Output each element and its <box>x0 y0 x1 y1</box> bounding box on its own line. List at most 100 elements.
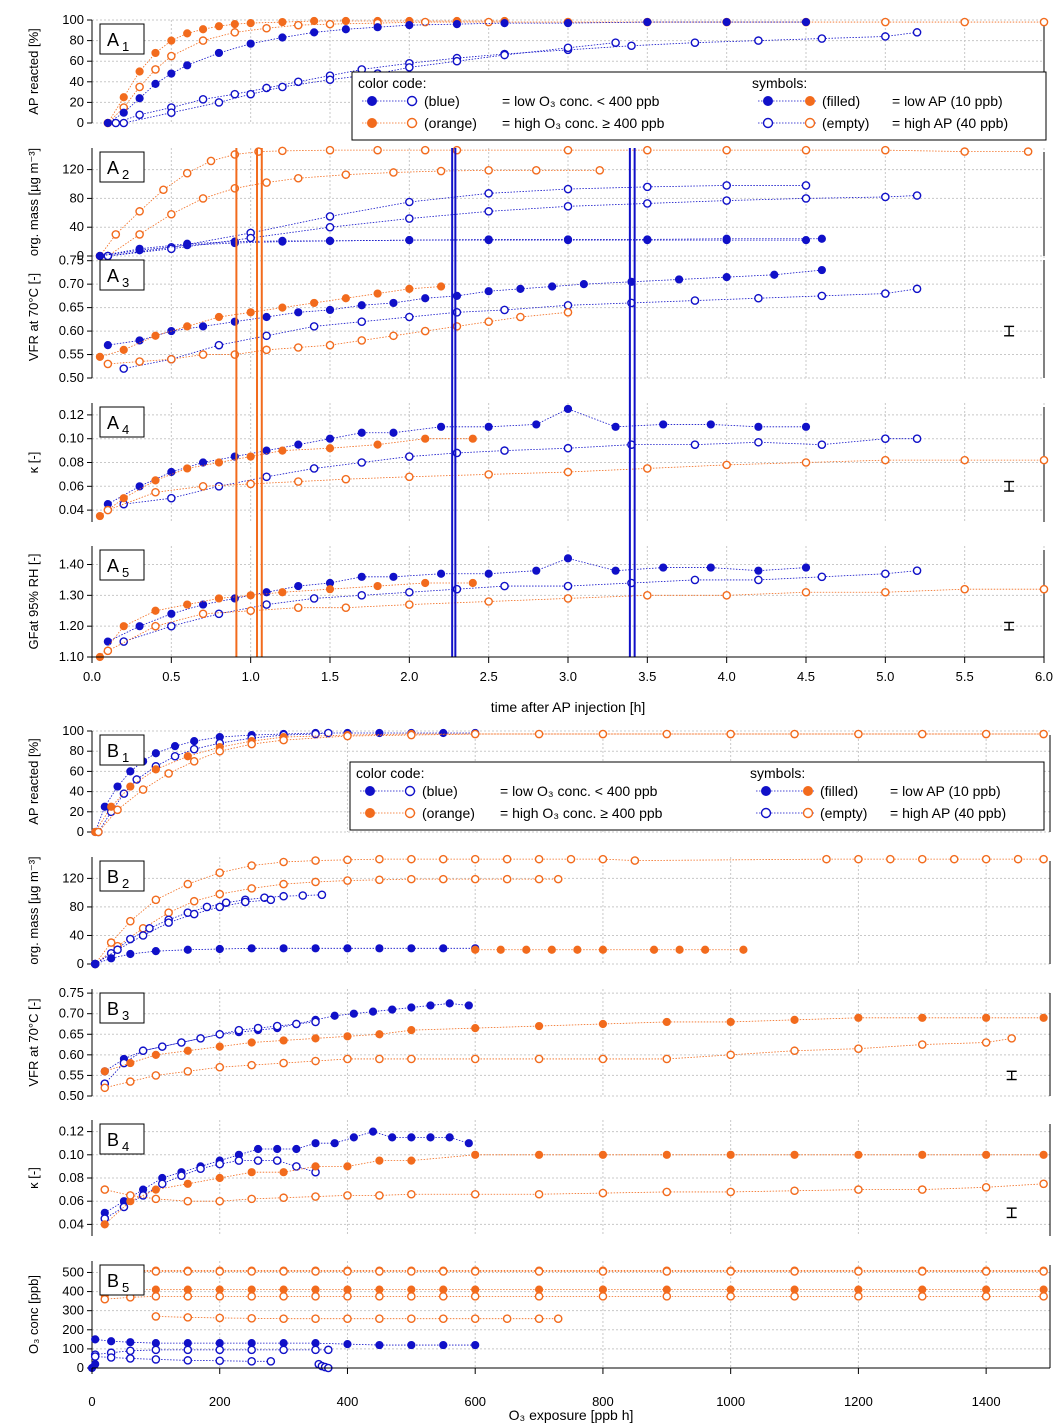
data-point <box>982 1013 991 1022</box>
data-point <box>981 1292 991 1301</box>
data-point <box>598 945 608 954</box>
panel-label-box <box>99 734 145 766</box>
data-point <box>754 36 763 45</box>
y-tick-label: 1.20 <box>59 618 84 633</box>
data-point <box>198 36 208 45</box>
data-point <box>563 145 573 155</box>
data-point <box>310 298 319 308</box>
data-point <box>484 287 493 296</box>
x-tick-label: 1.0 <box>242 669 260 684</box>
data-point <box>341 16 350 26</box>
data-point <box>311 1017 320 1027</box>
data-point <box>407 1189 416 1199</box>
data-point <box>183 1046 192 1055</box>
data-point <box>375 1030 384 1039</box>
data-point <box>553 1314 563 1324</box>
data-point <box>164 769 173 778</box>
series-line <box>104 1154 1044 1225</box>
data-point <box>278 303 287 312</box>
data-point <box>215 746 225 756</box>
data-point <box>113 782 122 791</box>
data-point <box>854 729 863 739</box>
data-point <box>438 874 448 884</box>
data-point <box>246 89 255 99</box>
data-point <box>500 581 509 591</box>
data-point <box>198 350 208 359</box>
data-point <box>881 17 890 27</box>
y-tick-label: 40 <box>70 784 84 799</box>
data-point <box>801 17 811 27</box>
data-point <box>739 945 748 954</box>
data-point <box>563 443 573 453</box>
data-point <box>1039 1013 1048 1022</box>
data-point <box>230 28 240 37</box>
x-tick-label: 1.5 <box>321 669 339 684</box>
data-point <box>167 621 176 631</box>
data-point <box>293 343 303 352</box>
data-point <box>246 308 255 317</box>
data-point <box>662 1267 672 1276</box>
data-point <box>151 1050 160 1059</box>
legend-color-desc: = high O₃ conc. ≥ 400 ppb <box>502 115 665 131</box>
data-point <box>534 1189 544 1199</box>
data-point <box>247 944 256 953</box>
y-tick-label: 80 <box>70 899 84 914</box>
data-point <box>534 729 544 739</box>
data-point <box>196 1164 205 1174</box>
data-point <box>278 237 287 246</box>
data-point <box>881 289 890 298</box>
data-point <box>563 594 573 603</box>
series-line <box>95 1349 329 1356</box>
data-point <box>230 20 239 29</box>
data-point <box>278 33 287 42</box>
data-point <box>981 1267 991 1276</box>
data-point <box>183 879 193 889</box>
data-point <box>817 234 826 243</box>
data-point <box>246 479 255 489</box>
data-point <box>981 1038 991 1047</box>
data-point <box>471 1023 480 1033</box>
data-point <box>1039 729 1048 739</box>
data-point <box>214 312 224 322</box>
data-point <box>311 1034 320 1043</box>
y-tick-label: 120 <box>62 870 84 885</box>
data-point <box>279 1168 288 1177</box>
series-line <box>104 1295 1044 1300</box>
data-point <box>311 1192 320 1201</box>
data-point <box>375 854 384 864</box>
data-point <box>107 1337 116 1346</box>
data-point <box>247 1267 256 1276</box>
data-point <box>230 89 240 99</box>
data-point <box>817 440 827 449</box>
data-point <box>183 464 192 473</box>
data-point <box>126 1338 135 1347</box>
panel-label: A <box>107 556 119 576</box>
data-point <box>886 854 895 864</box>
data-point <box>598 729 608 739</box>
y-tick-label: 0 <box>77 956 84 971</box>
data-point <box>253 1023 263 1033</box>
data-point <box>375 1340 384 1350</box>
data-point <box>881 434 890 444</box>
y-axis-label: O₃ conc [ppb] <box>26 1275 41 1354</box>
data-point <box>247 1357 256 1366</box>
data-point <box>266 895 276 905</box>
data-point <box>292 1019 301 1029</box>
x-tick-label: 4.0 <box>718 669 736 684</box>
series-line <box>107 169 600 257</box>
data-point <box>722 196 731 205</box>
data-point <box>407 1054 416 1064</box>
data-point <box>262 345 271 355</box>
y-tick-label: 0.60 <box>59 1047 84 1062</box>
data-point <box>1039 1292 1048 1301</box>
data-point <box>534 1054 544 1064</box>
x-tick-label: 200 <box>209 1394 231 1409</box>
data-point <box>279 891 288 901</box>
y-tick-label: 0.65 <box>59 300 84 315</box>
legend-marker <box>804 117 816 129</box>
data-point <box>262 178 271 187</box>
data-point <box>484 235 493 244</box>
data-point <box>215 1196 225 1206</box>
data-point <box>183 1067 193 1076</box>
